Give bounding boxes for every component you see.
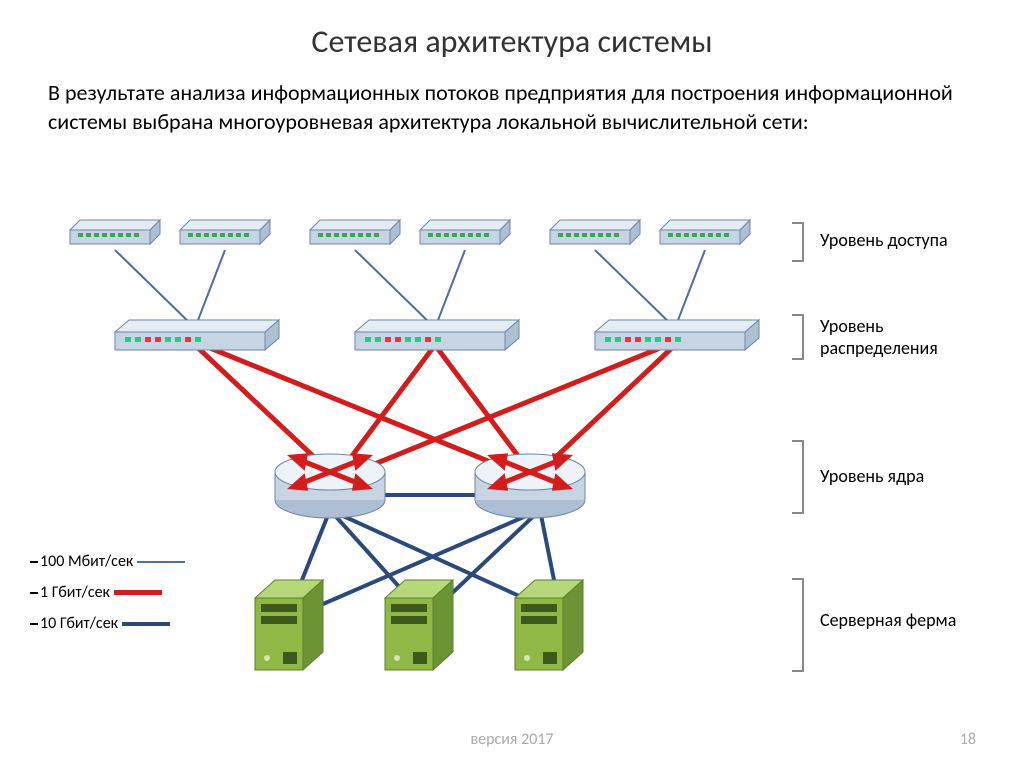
- access-switch: [550, 220, 640, 244]
- access-switch: [70, 220, 160, 244]
- label-farm: Серверная ферма: [820, 610, 956, 632]
- legend-10g: 10 Гбит/сек: [30, 614, 189, 633]
- legend-1g: 1 Гбит/сек: [30, 583, 189, 602]
- bracket-farm: [792, 578, 804, 672]
- footer-version: версия 2017: [0, 730, 1024, 749]
- bracket-core: [792, 440, 804, 514]
- legend-100m: 100 Мбит/сек: [30, 552, 189, 571]
- server: [385, 580, 453, 670]
- server: [515, 580, 583, 670]
- access-switch: [180, 220, 270, 244]
- label-distribution: Уровеньраспределения: [820, 316, 938, 359]
- intro-text: В результате анализа информационных пото…: [0, 61, 1024, 136]
- bracket-access: [792, 222, 804, 262]
- page-title: Сетевая архитектура системы: [0, 0, 1024, 61]
- core-router: [275, 454, 385, 518]
- distribution-switch: [595, 320, 759, 350]
- server: [255, 580, 323, 670]
- access-switch: [310, 220, 400, 244]
- legend: 100 Мбит/сек 1 Гбит/сек 10 Гбит/сек: [30, 552, 189, 645]
- label-core: Уровень ядра: [820, 466, 924, 488]
- distribution-switch: [355, 320, 519, 350]
- access-switch: [420, 220, 510, 244]
- label-access: Уровень доступа: [820, 230, 948, 252]
- access-switch: [660, 220, 750, 244]
- slide-number: 18: [960, 730, 976, 749]
- distribution-switch: [115, 320, 279, 350]
- bracket-dist: [792, 314, 804, 360]
- core-router: [475, 454, 585, 518]
